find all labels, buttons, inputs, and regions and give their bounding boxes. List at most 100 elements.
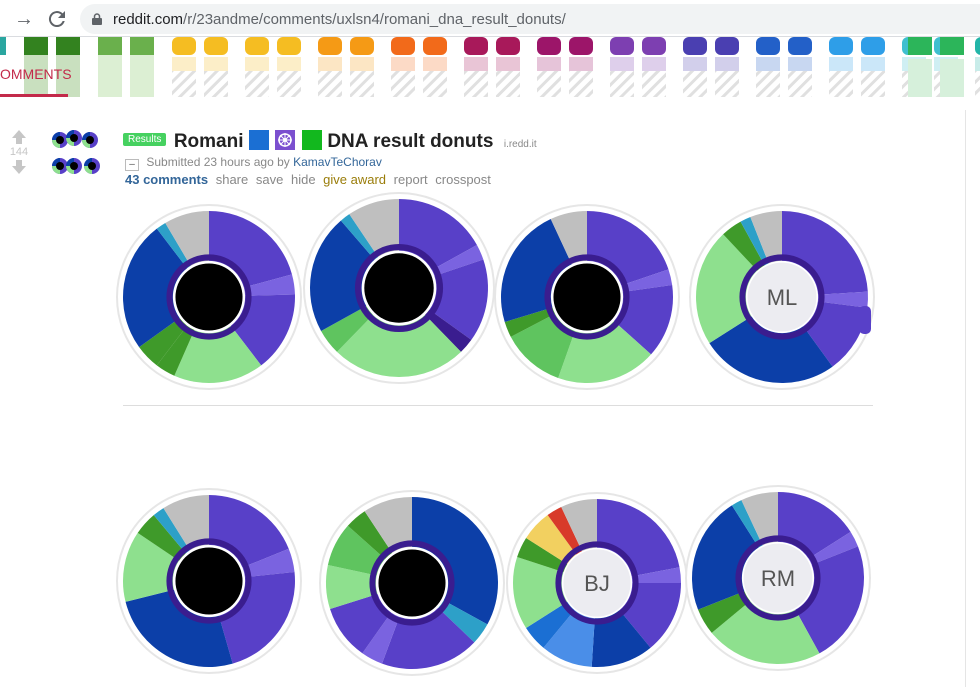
donut-segment [431,245,484,277]
chromosome-band [642,37,666,55]
crosspost-link[interactable]: crosspost [435,172,491,187]
donut-segment [242,548,295,578]
chromosome-band [829,57,853,71]
donut-segment [349,199,399,257]
donut-segment [731,500,763,548]
donut-inner-ring [739,254,825,340]
chromosome-band [350,57,374,71]
chromosome-band [537,37,561,55]
donut-segment [795,546,864,654]
donut-segment [156,222,191,269]
post-title-row: Results Romani DNA result donuts i.redd.… [123,130,537,152]
donut-segment [526,515,577,565]
redacted-center [175,263,243,331]
donut-segment [504,307,555,337]
blue-square-emoji-icon [248,130,269,150]
chromosome-band [464,71,488,97]
chromosome-band [98,55,122,97]
chromosome-band [172,57,196,71]
donut-inner-ring [166,538,252,624]
tab-comments[interactable]: OMMENTS [0,66,72,82]
chromosome-band [569,71,593,97]
donut-segment [364,497,412,553]
chromosome-band [172,71,196,97]
score: 144 [9,146,29,158]
dharma-wheel-emoji-icon [275,130,296,150]
address-bar[interactable]: reddit.com/r/23andme/comments/uxlsn4/rom… [80,4,980,34]
thumb-donut-center [56,162,64,170]
chromosome-band [391,37,415,55]
donut-label: RM [761,566,795,591]
chromosome-band [537,57,561,71]
chromosome-band [569,37,593,55]
donut-center [563,549,631,617]
chromosome-band [204,71,228,97]
donut-tab [859,306,871,334]
donut-segment [347,511,393,559]
donut-segment [526,601,575,648]
chromosome-band [642,57,666,71]
share-link[interactable]: share [215,172,249,187]
donut-segment [425,309,472,352]
comments-link[interactable]: 43 comments [125,172,209,187]
thumb-donut-center [70,162,78,170]
hide-link[interactable]: hide [290,172,316,187]
subreddit-banner [0,37,980,97]
chromosome-band [940,59,964,97]
chromosome-band [98,37,122,55]
chromosome-band [683,57,707,71]
chromosome-band [940,37,964,55]
chromosome-band [610,71,634,97]
donut-segment [750,211,782,264]
report-link[interactable]: report [393,172,428,187]
donut-inner-ring [735,535,821,621]
chromosome-band [464,37,488,55]
chromosome-band [715,57,739,71]
image-divider [123,405,873,406]
flair-badge: Results [123,133,167,146]
donut-segment [543,610,595,667]
thumb-donut-center [86,136,94,144]
donut-inner-ring [354,243,444,333]
chromosome-band [350,71,374,97]
url-text: reddit.com/r/23andme/comments/uxlsn4/rom… [113,11,566,28]
donut-segment [740,217,769,266]
give-award-link[interactable]: give award [323,172,387,187]
donut-center [747,262,817,332]
vote-column: 144 [6,130,32,174]
post-title-rest[interactable]: DNA result donuts [327,131,494,152]
redacted-center [378,549,446,617]
chromosome-band [756,71,780,97]
chromosome-band [908,59,932,97]
downvote-arrow-icon[interactable] [6,160,32,174]
chromosome-band [391,57,415,71]
author-link[interactable]: KamavTeChorav [293,155,382,169]
post-title[interactable]: Romani [174,131,244,152]
arrow-right-icon[interactable]: → [14,8,34,30]
collapse-button[interactable]: – [125,159,139,171]
chromosome-band [975,57,980,71]
donut-segment [412,497,498,625]
donut-segment [591,610,651,667]
donut-segment [337,314,461,378]
donut-center [743,543,813,613]
chromosome-band [391,71,415,97]
chromosome-band [318,57,342,71]
post-domain[interactable]: i.redd.it [503,139,537,150]
donut-segment [330,593,392,654]
post-actions: 43 comments share save hide give award r… [125,172,495,187]
chromosome-band [715,71,739,97]
donut-segment [153,508,190,554]
donut-segment [243,274,295,296]
donut-segment [782,211,868,295]
save-link[interactable]: save [255,172,284,187]
upvote-arrow-icon[interactable] [6,130,32,144]
thumb-donut-center [88,162,96,170]
donut-segment [429,259,489,340]
donut-inner-ring [544,254,630,340]
chromosome-band [788,37,812,55]
donut-segment [817,291,868,308]
post-thumbnail[interactable] [50,128,108,178]
submitted-text: Submitted 23 hours ago by [146,155,290,169]
